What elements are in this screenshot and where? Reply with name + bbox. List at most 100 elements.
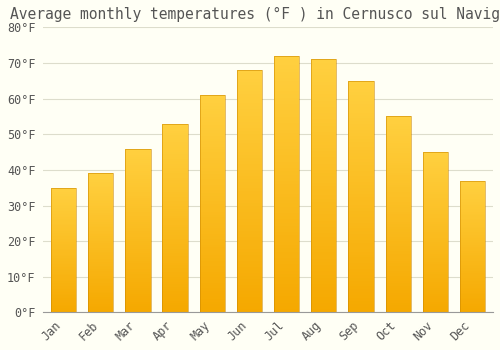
Bar (88, 201, 114, 203)
Bar (386, 202, 411, 205)
Bar (237, 194, 262, 197)
Bar (200, 307, 225, 310)
Bar (237, 231, 262, 234)
Bar (200, 209, 225, 212)
Bar (386, 134, 411, 136)
Bar (423, 196, 448, 198)
Bar (460, 229, 485, 230)
Bar (274, 252, 299, 255)
Bar (423, 250, 448, 252)
Bar (88, 184, 114, 186)
Bar (237, 270, 262, 273)
Bar (88, 260, 114, 262)
Bar (126, 189, 150, 191)
Bar (88, 189, 114, 191)
Title: Average monthly temperatures (°F ) in Cernusco sul Naviglio: Average monthly temperatures (°F ) in Ce… (10, 7, 500, 22)
Bar (386, 256, 411, 259)
Bar (162, 241, 188, 244)
Bar (88, 210, 114, 212)
Bar (51, 302, 76, 303)
Bar (51, 227, 76, 228)
Bar (348, 289, 374, 292)
Bar (348, 116, 374, 118)
Bar (460, 278, 485, 280)
Bar (460, 250, 485, 252)
Bar (311, 139, 336, 142)
Bar (237, 191, 262, 194)
Bar (274, 56, 299, 59)
Bar (423, 172, 448, 174)
Bar (386, 266, 411, 268)
Bar (126, 296, 150, 298)
Bar (126, 257, 150, 259)
Bar (423, 236, 448, 238)
Bar (423, 170, 448, 172)
Bar (88, 285, 114, 286)
Bar (348, 240, 374, 243)
Bar (386, 219, 411, 222)
Bar (274, 197, 299, 200)
Bar (460, 304, 485, 306)
Bar (126, 222, 150, 224)
Bar (88, 224, 114, 226)
Bar (423, 308, 448, 310)
Bar (162, 237, 188, 239)
Bar (274, 206, 299, 210)
Bar (162, 310, 188, 313)
Bar (460, 281, 485, 283)
Bar (162, 303, 188, 306)
Bar (274, 75, 299, 78)
Bar (386, 271, 411, 273)
Bar (274, 264, 299, 268)
Bar (386, 141, 411, 144)
Bar (126, 241, 150, 243)
Bar (311, 158, 336, 161)
Bar (162, 187, 188, 190)
Bar (88, 194, 114, 196)
Bar (460, 194, 485, 195)
Bar (200, 258, 225, 261)
Bar (200, 288, 225, 291)
Bar (88, 300, 114, 302)
Bar (386, 300, 411, 303)
Bar (162, 206, 188, 209)
Bar (311, 215, 336, 218)
Bar (386, 185, 411, 188)
Bar (162, 199, 188, 202)
Bar (311, 72, 336, 75)
Bar (88, 281, 114, 283)
Bar (386, 264, 411, 266)
Bar (386, 293, 411, 295)
Bar (200, 177, 225, 179)
Bar (88, 250, 114, 252)
Bar (348, 159, 374, 162)
Bar (237, 125, 262, 128)
Bar (88, 217, 114, 219)
Bar (348, 197, 374, 199)
Bar (423, 174, 448, 176)
Bar (348, 281, 374, 284)
Bar (126, 304, 150, 306)
Bar (51, 241, 76, 242)
Bar (200, 95, 225, 98)
Bar (311, 167, 336, 170)
Bar (460, 215, 485, 217)
Bar (274, 194, 299, 197)
Bar (51, 283, 76, 285)
Bar (51, 292, 76, 294)
Bar (51, 222, 76, 224)
Bar (386, 119, 411, 121)
Bar (423, 266, 448, 268)
Bar (126, 179, 150, 181)
Bar (126, 263, 150, 265)
Bar (88, 288, 114, 290)
Bar (162, 133, 188, 135)
Bar (386, 180, 411, 183)
Bar (274, 226, 299, 229)
Bar (237, 128, 262, 131)
Bar (460, 308, 485, 309)
Bar (386, 161, 411, 163)
Bar (162, 228, 188, 230)
Bar (386, 146, 411, 148)
Bar (386, 158, 411, 161)
